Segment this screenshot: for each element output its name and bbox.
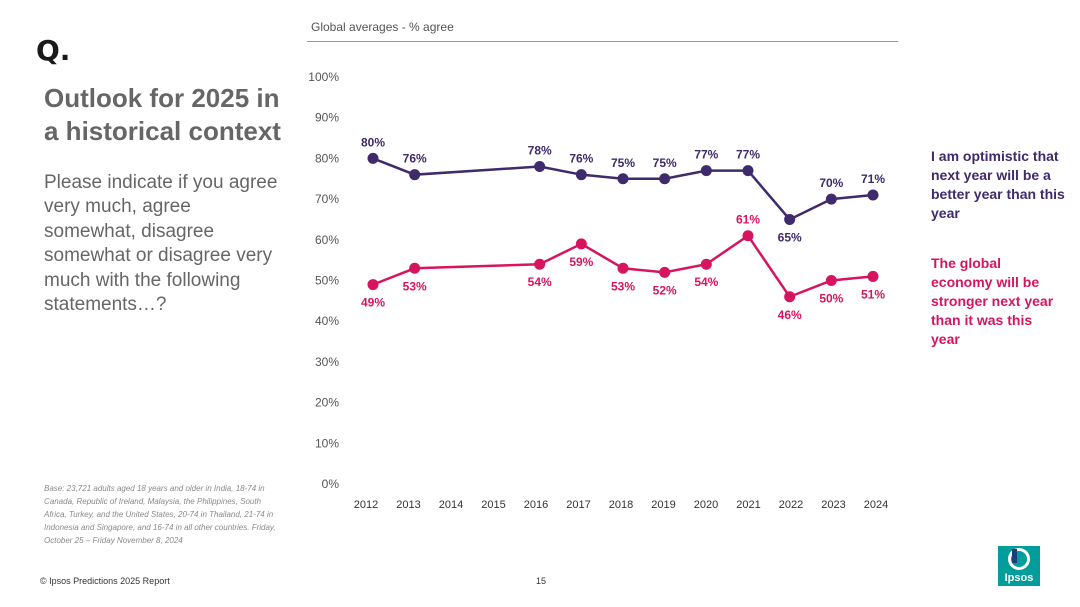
data-point (742, 165, 754, 177)
header-divider (307, 41, 898, 42)
y-tick-label: 30% (315, 355, 339, 369)
data-point (867, 189, 879, 201)
x-tick-label: 2016 (524, 499, 548, 511)
data-point (409, 169, 421, 181)
data-label: 53% (403, 279, 427, 293)
data-point (700, 258, 712, 270)
data-label: 53% (611, 279, 635, 293)
data-label: 80% (361, 135, 385, 149)
data-point (825, 193, 837, 205)
data-label: 49% (361, 296, 385, 310)
data-point (575, 238, 587, 250)
y-tick-label: 40% (315, 314, 339, 328)
x-tick-label: 2015 (481, 499, 505, 511)
data-label: 59% (569, 255, 593, 269)
data-point (575, 169, 587, 181)
data-label: 54% (528, 275, 552, 289)
data-label: 71% (861, 172, 885, 186)
x-tick-label: 2022 (779, 499, 803, 511)
data-label: 50% (819, 292, 843, 306)
data-point (534, 161, 546, 173)
x-tick-label: 2024 (864, 499, 888, 511)
data-label: 52% (653, 283, 677, 297)
data-label: 65% (778, 230, 802, 244)
data-point (784, 213, 796, 225)
page-number: 15 (536, 576, 547, 586)
data-label: 46% (778, 308, 802, 322)
data-point (367, 152, 379, 164)
data-label: 51% (861, 287, 885, 301)
data-label: 61% (736, 213, 760, 227)
data-point (367, 279, 379, 291)
y-tick-label: 100% (308, 70, 339, 84)
x-tick-label: 2014 (439, 499, 463, 511)
data-label: 77% (736, 148, 760, 162)
x-tick-label: 2020 (694, 499, 718, 511)
ipsos-logo-text: Ipsos (1005, 572, 1034, 584)
y-tick-label: 20% (315, 396, 339, 410)
legend-economy: The global economy will be stronger next… (931, 255, 1054, 347)
series-layer: 80% 76% 78% 76% 75% 75% 77% 77% 65% 70% 71% 49% 53% 5… (361, 135, 885, 321)
x-tick-label: 2023 (821, 499, 845, 511)
base-note: Base: 23,721 adults aged 18 years and ol… (44, 484, 276, 545)
slide-title: Outlook for 2025 in a historical context (44, 83, 281, 146)
chart-title: Global averages - % agree (311, 20, 454, 34)
legend-optimistic: I am optimistic that next year will be a… (931, 148, 1065, 221)
data-label: 54% (694, 275, 718, 289)
data-point (409, 262, 421, 274)
q-logo: Q. (36, 34, 71, 67)
x-tick-label: 2021 (736, 499, 760, 511)
y-tick-label: 60% (315, 233, 339, 247)
data-point (867, 270, 879, 282)
data-label: 76% (403, 152, 427, 166)
y-tick-label: 0% (322, 477, 340, 491)
data-point (742, 230, 754, 242)
data-point (700, 165, 712, 177)
data-label: 70% (819, 176, 843, 190)
data-point (534, 258, 546, 270)
data-point (617, 262, 629, 274)
x-tick-label: 2018 (609, 499, 633, 511)
data-point (617, 173, 629, 185)
x-axis: 2012 2013 2014 2015 2016 2017 2018 2019 2020 2021… (354, 499, 888, 511)
y-tick-label: 90% (315, 111, 339, 125)
data-point (784, 291, 796, 303)
data-label: 76% (569, 152, 593, 166)
data-label: 78% (528, 144, 552, 158)
ipsos-logo: Ipsos (998, 546, 1040, 586)
ipsos-logo-bar (1012, 549, 1017, 563)
x-tick-label: 2013 (396, 499, 420, 511)
question-text: Please indicate if you agree very much, … (44, 172, 278, 316)
copyright-text: © Ipsos Predictions 2025 Report (40, 576, 170, 586)
data-point (659, 266, 671, 278)
data-point (659, 173, 671, 185)
x-tick-label: 2019 (651, 499, 675, 511)
x-tick-label: 2017 (566, 499, 590, 511)
y-tick-label: 80% (315, 151, 339, 165)
y-tick-label: 50% (315, 274, 339, 288)
y-tick-label: 10% (315, 436, 339, 450)
y-tick-label: 70% (315, 192, 339, 206)
x-tick-label: 2012 (354, 499, 378, 511)
data-point (825, 275, 837, 286)
data-label: 77% (694, 148, 718, 162)
data-label: 75% (653, 156, 677, 170)
y-axis: 0% 10% 20% 30% 40% 50% 60% 70% 80% 90% 100% (308, 70, 339, 491)
data-label: 75% (611, 156, 635, 170)
